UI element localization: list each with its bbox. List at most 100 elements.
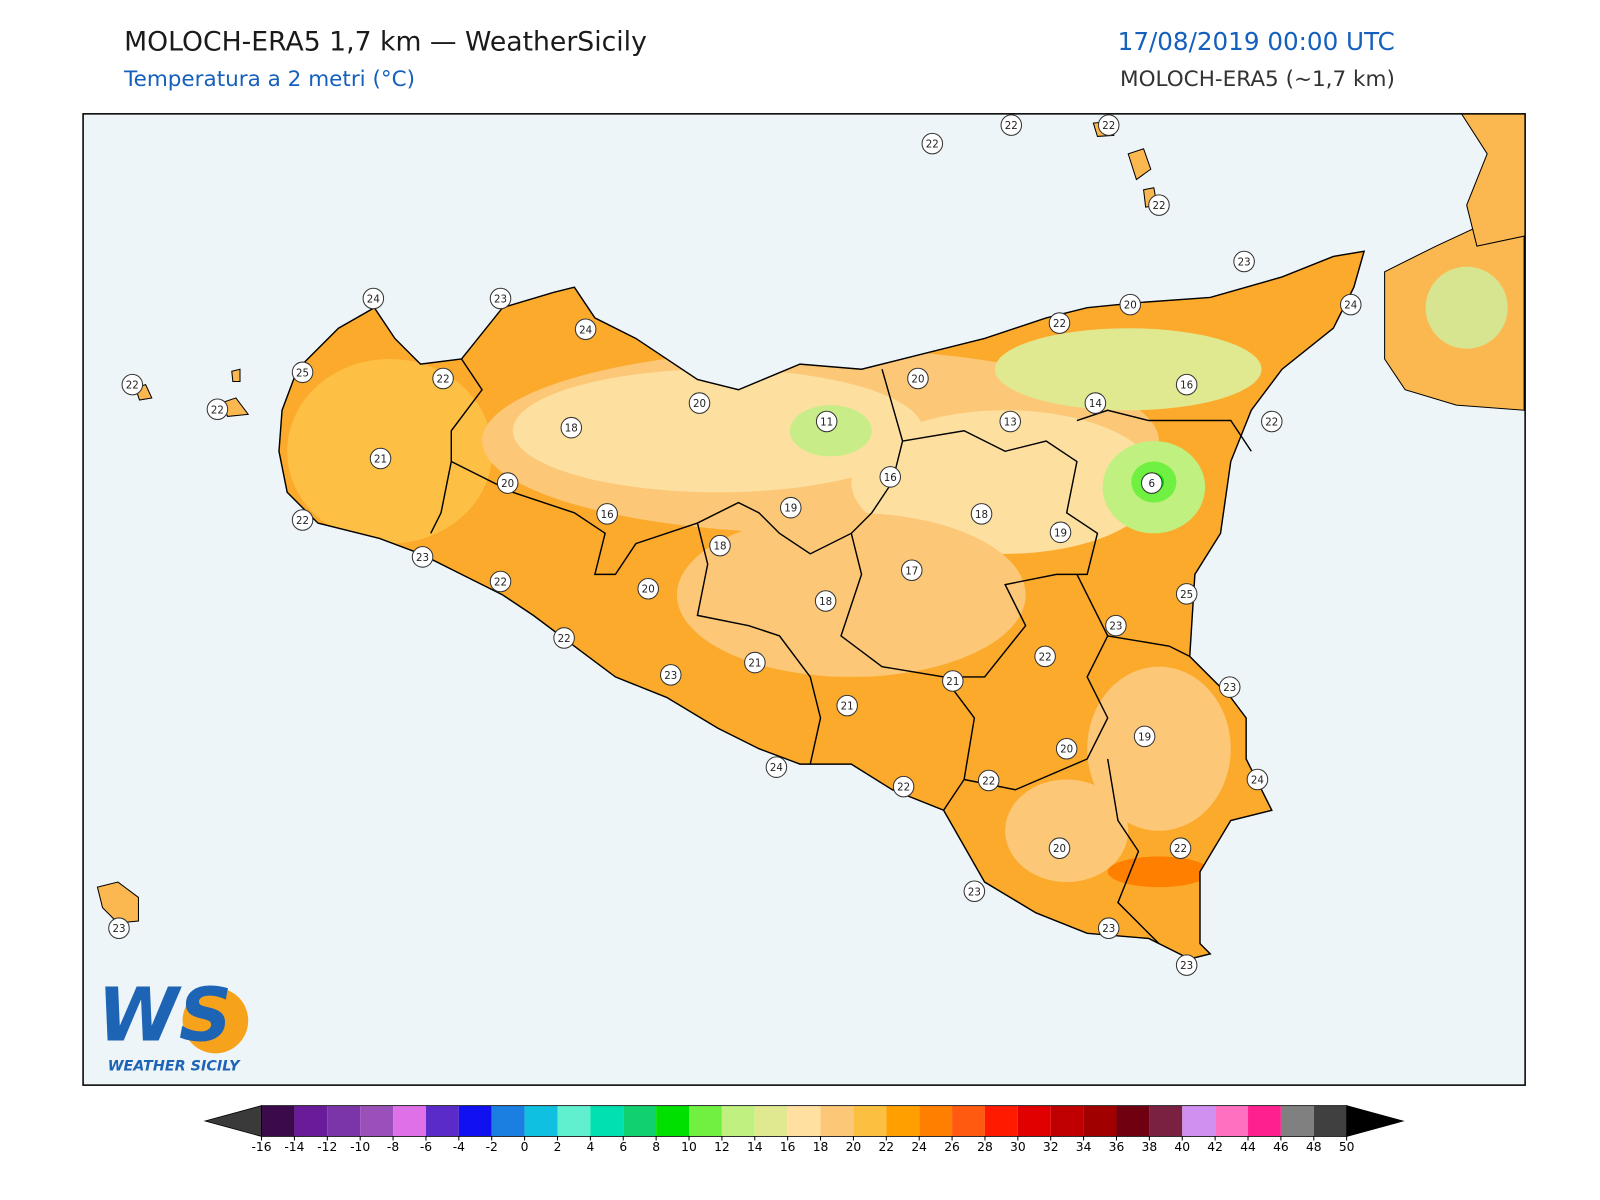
station-value: 20 [501, 478, 514, 490]
station: 23 [1175, 954, 1198, 976]
station-value: 22 [926, 139, 939, 151]
colorbar-tick-label: 16 [780, 1140, 796, 1154]
station-value: 20 [1124, 300, 1137, 312]
station-value: 22 [437, 373, 450, 385]
station-marker [1084, 392, 1107, 414]
station: 23 [1233, 250, 1255, 273]
station-value: 21 [841, 701, 854, 713]
station-value: 24 [579, 324, 592, 336]
colorbar-tick-label: 50 [1339, 1140, 1355, 1154]
colorbar-tick-label: 44 [1240, 1140, 1256, 1154]
station-marker [977, 769, 1000, 792]
station-marker [836, 694, 858, 717]
station-marker [1055, 737, 1078, 760]
colorbar-box [754, 1105, 788, 1137]
station-marker [780, 496, 802, 519]
station: 20 [1055, 737, 1078, 760]
station-value: 23 [416, 552, 429, 564]
station-marker [921, 132, 944, 155]
station-value: 24 [1251, 775, 1264, 787]
station-value: 20 [642, 584, 655, 596]
station: 18 [560, 416, 583, 439]
station: 22 [1048, 312, 1071, 334]
colorbar-tick-label: 34 [1076, 1140, 1092, 1154]
station-value: 18 [565, 423, 578, 435]
station-value: 22 [1102, 120, 1115, 132]
station: 6 [1141, 472, 1163, 494]
station-value: 22 [494, 577, 507, 589]
calabria-relief [1425, 266, 1508, 349]
station-value: 18 [713, 541, 726, 553]
station-value: 21 [946, 676, 959, 688]
station: 24 [574, 318, 597, 340]
station-marker [892, 775, 915, 798]
colorbar-box [1280, 1105, 1314, 1137]
colorbar-box [261, 1105, 295, 1137]
colorbar-box [491, 1105, 525, 1137]
station-value: 25 [1180, 589, 1193, 601]
logo-sun [182, 987, 249, 1054]
colorbar-box [1083, 1105, 1117, 1137]
station-value: 23 [968, 886, 981, 898]
station: 22 [432, 367, 454, 390]
colorbar-tick-label: 36 [1109, 1140, 1125, 1154]
station: 20 [1048, 837, 1071, 859]
station-marker [815, 410, 838, 433]
station: 22 [121, 373, 144, 396]
station-marker [1048, 837, 1071, 859]
station-value: 22 [211, 404, 224, 416]
colorbar-tick-label: 40 [1174, 1140, 1190, 1154]
station-value: 23 [1238, 257, 1251, 269]
station-value: 19 [784, 503, 797, 515]
station: 22 [553, 627, 575, 649]
colorbar-box [458, 1105, 492, 1137]
colorbar-tick-label: 46 [1273, 1140, 1289, 1154]
province-borders [430, 358, 1252, 945]
colorbar-tick-label: 32 [1043, 1140, 1059, 1154]
station: 24 [1340, 293, 1362, 316]
colorbar-box [393, 1105, 426, 1137]
colorbar-box [787, 1105, 821, 1137]
station-value: 23 [112, 923, 125, 935]
station-marker [206, 398, 229, 420]
colorbar-tick-label: 14 [747, 1140, 763, 1154]
colorbar-box [721, 1105, 755, 1137]
station: 18 [814, 590, 837, 612]
colorbar-tick-label: -4 [453, 1140, 465, 1154]
station-marker [1175, 373, 1198, 396]
station-value: 22 [1053, 318, 1066, 330]
station-value: 24 [367, 293, 380, 305]
logo: WS WEATHER SICILY [97, 973, 249, 1075]
station: 21 [942, 670, 964, 692]
station-marker [1175, 583, 1198, 605]
station-marker [1119, 293, 1142, 316]
station-marker [496, 472, 519, 494]
station: 23 [489, 287, 512, 310]
station-marker [1097, 114, 1120, 136]
colorbar-tick-label: -2 [486, 1140, 498, 1154]
station-marker [688, 392, 711, 414]
station-marker [291, 509, 314, 531]
station: 19 [1049, 521, 1072, 544]
station-value: 19 [1054, 527, 1067, 539]
station-marker [1169, 837, 1192, 859]
pantelleria [96, 881, 139, 924]
station-marker [744, 651, 766, 674]
station-marker [901, 559, 923, 582]
station: 20 [496, 472, 519, 494]
station: 23 [1105, 614, 1127, 637]
colorbar-tick-label: 8 [652, 1140, 660, 1154]
station-marker [999, 410, 1022, 433]
colorbar-box [820, 1105, 854, 1137]
colorbar-tick-label: 28 [977, 1140, 993, 1154]
station: 17 [901, 559, 923, 582]
colorbar-box [524, 1105, 558, 1137]
station-value: 18 [819, 596, 832, 608]
station-value: 22 [982, 776, 995, 788]
colorbar-box [1182, 1105, 1216, 1137]
station-marker [907, 367, 929, 390]
station-marker [637, 577, 659, 600]
model-label: MOLOCH-ERA5 (~1,7 km) [1120, 67, 1395, 92]
title: MOLOCH-ERA5 1,7 km — WeatherSicily [124, 27, 647, 58]
